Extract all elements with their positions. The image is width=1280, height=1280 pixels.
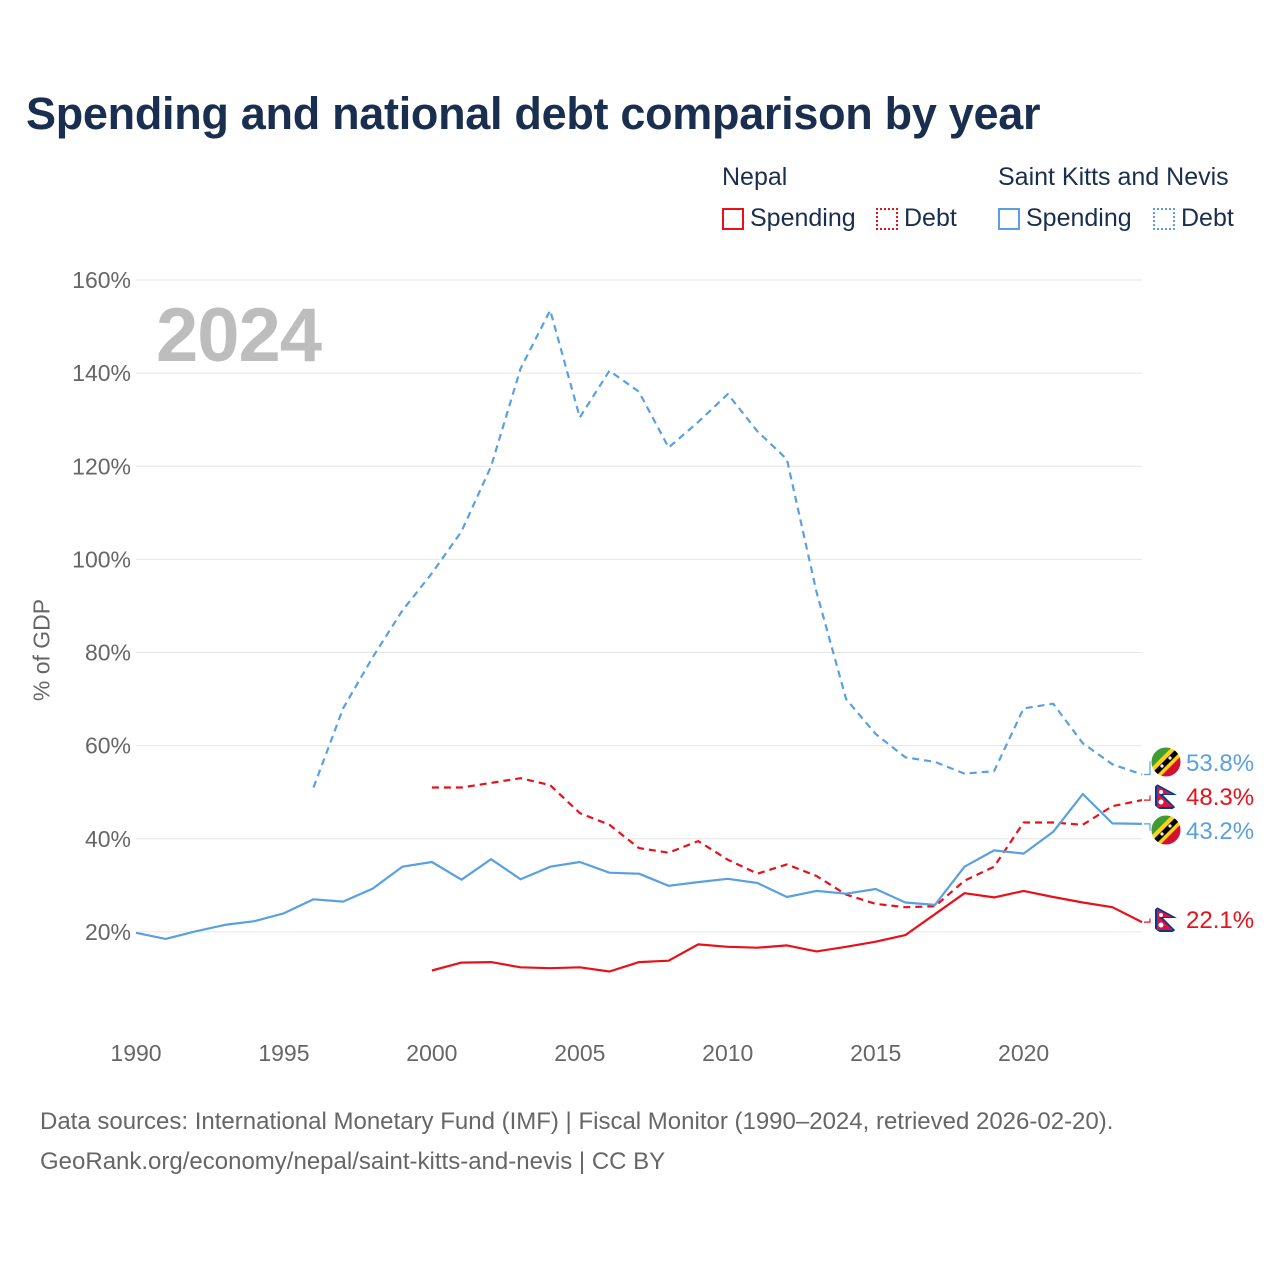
y-tick-label: 40%: [85, 826, 131, 852]
nepal-flag-icon: [1150, 780, 1182, 812]
y-tick-label: 100%: [72, 546, 131, 572]
series-line-saint-kitts-and-nevis-debt: [312, 309, 1143, 788]
legend-nepal-debt[interactable]: Debt: [876, 204, 957, 233]
chart-title: Spending and national debt comparison by…: [26, 88, 1041, 139]
y-tick-label: 60%: [85, 733, 131, 759]
legend-dotted-swatch: [1153, 207, 1175, 230]
end-value-label: 43.2%: [1186, 818, 1254, 845]
end-value-label: 22.1%: [1186, 907, 1254, 934]
end-value-label: 53.8%: [1186, 750, 1254, 777]
x-tick-label: 2000: [406, 1040, 457, 1066]
x-tick-label: 2020: [998, 1040, 1049, 1066]
end-connector: [1144, 761, 1156, 776]
series-line-nepal-debt: [431, 777, 1143, 909]
legend-label: Spending: [1026, 204, 1132, 232]
y-tick-label: 140%: [72, 360, 131, 386]
y-tick-label: 160%: [72, 267, 131, 293]
legend-solid-swatch: [998, 207, 1020, 230]
current-year-label: 2024: [156, 293, 322, 378]
end-connector: [1144, 795, 1156, 801]
footer-link[interactable]: GeoRank.org/economy/nepal/saint-kitts-an…: [40, 1148, 666, 1175]
series-line-saint-kitts-and-nevis-spending: [135, 792, 1143, 941]
legend-label: Spending: [750, 204, 856, 232]
series-line-nepal-spending: [431, 889, 1143, 973]
legend-skn-spending[interactable]: Spending: [998, 204, 1132, 233]
legend-label: Debt: [1181, 204, 1234, 232]
legend-nepal-spending[interactable]: Spending: [722, 204, 856, 233]
x-tick-label: 2005: [554, 1040, 605, 1066]
legend-solid-swatch: [722, 207, 744, 230]
x-tick-label: 1990: [110, 1040, 161, 1066]
x-tick-label: 2015: [850, 1040, 901, 1066]
end-value-label: 48.3%: [1186, 784, 1254, 811]
y-axis-title: % of GDP: [28, 598, 55, 702]
x-tick-label: 2010: [702, 1040, 753, 1066]
saint-kitts-and-nevis-flag-icon: [1150, 814, 1182, 846]
legend-country-saint-kitts-and-nevis: Saint Kitts and Nevis: [998, 163, 1229, 191]
x-tick-label: 1995: [258, 1040, 309, 1066]
legend-label: Debt: [904, 204, 957, 232]
end-connector: [1144, 823, 1156, 831]
footer-sources: Data sources: International Monetary Fun…: [40, 1108, 1114, 1135]
saint-kitts-and-nevis-flag-icon: [1150, 746, 1182, 778]
y-tick-label: 20%: [85, 919, 131, 945]
legend-country-nepal: Nepal: [722, 163, 788, 191]
legend-skn-debt[interactable]: Debt: [1153, 204, 1234, 233]
legend-dotted-swatch: [876, 207, 898, 230]
end-connector: [1144, 918, 1156, 923]
y-tick-label: 120%: [72, 453, 131, 479]
nepal-flag-icon: [1150, 903, 1182, 935]
y-tick-label: 80%: [85, 640, 131, 666]
